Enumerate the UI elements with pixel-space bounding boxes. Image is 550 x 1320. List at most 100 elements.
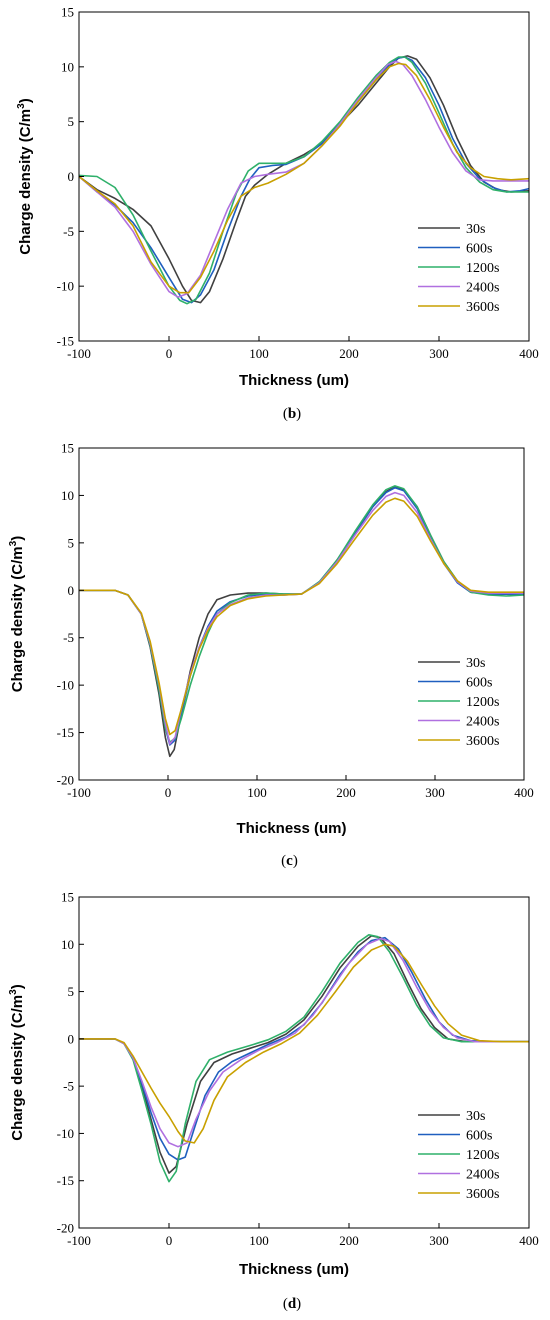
y-tick-label: -15: [57, 1173, 74, 1188]
y-tick-label: -5: [63, 1079, 74, 1094]
y-tick-label: -10: [57, 279, 74, 294]
y-tick-label: -10: [57, 678, 74, 693]
y-tick-label: -5: [63, 224, 74, 239]
y-tick-label: 0: [68, 583, 75, 598]
y-axis-title-main: Charge density (C/m: [9, 995, 26, 1141]
x-tick-label: 0: [166, 1233, 173, 1248]
y-tick-label: -15: [57, 725, 74, 740]
x-tick-label: 100: [249, 346, 269, 361]
y-tick-label: -20: [57, 773, 74, 788]
y-tick-label: 5: [68, 984, 75, 999]
series-line-30s: [79, 486, 524, 758]
x-axis-title: Thickness (um): [236, 820, 346, 837]
y-axis-title-main: Charge density (C/m: [9, 546, 26, 692]
y-tick-label: -15: [57, 334, 74, 349]
legend-label-2400s: 2400s: [466, 1168, 499, 1183]
series-line-30s: [79, 935, 529, 1174]
legend-label-30s: 30s: [466, 656, 485, 671]
chart-panel-d: -100 0 100 200 300 400 -20 -15 -10 -5 0 5 10 15 Thickn…: [8, 890, 539, 1313]
x-tick-label: 400: [519, 346, 539, 361]
y-tick-label: 0: [68, 169, 75, 184]
x-tick-label: -100: [67, 1233, 91, 1248]
x-tick-label: 200: [336, 785, 356, 800]
panel-label-letter: b: [288, 406, 296, 422]
legend-label-600s: 600s: [466, 1129, 492, 1144]
y-axis-title: Charge density (C/m3): [16, 98, 34, 254]
legend-label-1200s: 1200s: [466, 695, 499, 710]
y-axis-title-superscript: 3: [8, 989, 19, 995]
chart-panel-b: -100 0 100 200 300 400 -15 -10 -5 0 5 10 15 Thickness…: [16, 5, 539, 423]
legend-label-2400s: 2400s: [466, 281, 499, 296]
series-line-600s: [79, 56, 529, 304]
legend-label-3600s: 3600s: [466, 300, 499, 315]
panel-label-open: (: [283, 1296, 288, 1312]
y-tick-label: 15: [61, 5, 74, 20]
panel-label-open: (: [281, 853, 286, 869]
x-tick-label: 400: [519, 1233, 539, 1248]
panel-label-close: ): [296, 406, 301, 422]
legend-label-30s: 30s: [466, 222, 485, 237]
y-tick-label: 5: [68, 535, 75, 550]
x-tick-label: -100: [67, 785, 91, 800]
series-line-2400s: [79, 937, 529, 1148]
y-tick-label: 10: [61, 937, 74, 952]
x-tick-label: 300: [429, 1233, 449, 1248]
series-line-1200s: [79, 56, 529, 305]
series-line-3600s: [79, 943, 529, 1144]
panel-label: (c): [281, 853, 298, 869]
panel-label-open: (: [283, 406, 288, 422]
y-tick-label: -20: [57, 1221, 74, 1236]
panel-label: (b): [283, 406, 301, 422]
series-line-1200s: [79, 485, 524, 743]
x-tick-label: 300: [425, 785, 445, 800]
x-tick-label: 0: [166, 346, 173, 361]
series-line-30s: [79, 55, 529, 304]
legend-label-30s: 30s: [466, 1109, 485, 1124]
panel-label-letter: d: [288, 1296, 297, 1312]
series-line-2400s: [79, 60, 529, 298]
y-tick-label: 10: [61, 59, 74, 74]
x-tick-label: 0: [165, 785, 172, 800]
y-axis-title-tail: ): [17, 98, 34, 103]
chart-panel-c: -100 0 100 200 300 400 -20 -15 -10 -5 0 5 10 15 Thickn…: [8, 441, 534, 870]
series-line-3600s: [79, 497, 524, 736]
x-tick-label: 200: [339, 346, 359, 361]
panel-label-close: ): [293, 853, 298, 869]
series-line-1200s: [79, 934, 529, 1183]
legend-label-3600s: 3600s: [466, 1187, 499, 1202]
series-line-600s: [79, 487, 524, 746]
y-tick-label: 10: [61, 488, 74, 503]
panel-label-letter: c: [286, 853, 293, 869]
x-axis-title: Thickness (um): [239, 1261, 349, 1278]
y-axis-title-superscript: 3: [8, 540, 19, 546]
legend-label-1200s: 1200s: [466, 1148, 499, 1163]
y-tick-label: 0: [68, 1031, 75, 1046]
y-axis-title: Charge density (C/m3): [8, 984, 26, 1140]
y-axis-title-superscript: 3: [16, 103, 27, 109]
y-tick-label: -10: [57, 1126, 74, 1141]
x-tick-label: 400: [514, 785, 534, 800]
y-axis-title-main: Charge density (C/m: [17, 109, 34, 255]
legend-label-3600s: 3600s: [466, 734, 499, 749]
legend-label-1200s: 1200s: [466, 261, 499, 276]
x-tick-label: 200: [339, 1233, 359, 1248]
panel-label: (d): [283, 1296, 301, 1312]
legend-label-600s: 600s: [466, 242, 492, 257]
y-tick-label: -5: [63, 630, 74, 645]
legend-label-2400s: 2400s: [466, 715, 499, 730]
plot-frame: [78, 896, 530, 1229]
x-axis-title: Thickness (um): [239, 372, 349, 389]
y-axis-title: Charge density (C/m3): [8, 536, 26, 692]
y-tick-label: 15: [61, 890, 74, 905]
y-axis-title-tail: ): [9, 984, 26, 989]
x-tick-label: 300: [429, 346, 449, 361]
x-tick-label: 100: [249, 1233, 269, 1248]
y-tick-label: 15: [61, 441, 74, 456]
series-line-2400s: [79, 491, 524, 745]
plot-frame: [78, 447, 525, 781]
series-line-3600s: [79, 62, 529, 294]
panel-label-close: ): [296, 1296, 301, 1312]
series-line-600s: [79, 936, 529, 1161]
plot-frame: [78, 11, 530, 342]
